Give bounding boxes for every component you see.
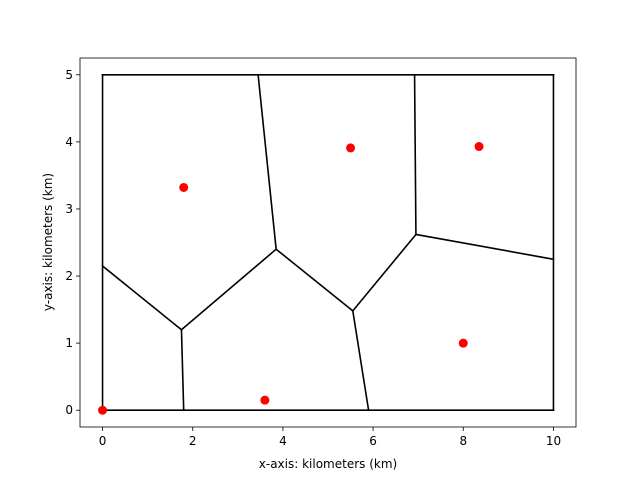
- x-tick-label: 0: [99, 434, 107, 448]
- data-point: [458, 338, 468, 348]
- y-tick-label: 1: [65, 336, 73, 350]
- boundary-segment: [257, 73, 278, 251]
- data-points: [98, 142, 484, 415]
- y-axis-label: y-axis: kilometers (km): [41, 173, 55, 311]
- x-axis-label: x-axis: kilometers (km): [259, 457, 397, 471]
- x-tick-label: 10: [546, 434, 561, 448]
- x-tick-label: 4: [279, 434, 287, 448]
- y-axis-ticks: 0 1 2 3 4 5: [65, 68, 80, 417]
- y-tick-label: 5: [65, 68, 73, 82]
- y-tick-label: 3: [65, 202, 73, 216]
- data-point: [346, 143, 356, 153]
- y-tick-label: 2: [65, 269, 73, 283]
- x-tick-label: 2: [189, 434, 197, 448]
- boundary-segment: [414, 233, 555, 261]
- boundary-segment: [101, 264, 183, 331]
- boundary-segment: [180, 248, 278, 331]
- axes-frame: [79, 57, 577, 428]
- boundary-segment: [351, 310, 370, 412]
- y-tick-label: 4: [65, 135, 73, 149]
- x-axis-ticks: 0 2 4 6 8 10: [99, 427, 561, 448]
- boundary-segment: [275, 248, 354, 313]
- x-tick-label: 6: [369, 434, 377, 448]
- data-point: [179, 182, 189, 192]
- boundary-segment: [180, 328, 185, 412]
- x-tick-label: 8: [459, 434, 467, 448]
- data-point: [474, 142, 484, 152]
- boundary-segment: [351, 233, 418, 313]
- data-point: [260, 395, 270, 405]
- data-point: [98, 405, 108, 415]
- boundary-segment: [413, 73, 417, 236]
- y-tick-label: 0: [65, 403, 73, 417]
- cell-boundaries: [101, 73, 555, 412]
